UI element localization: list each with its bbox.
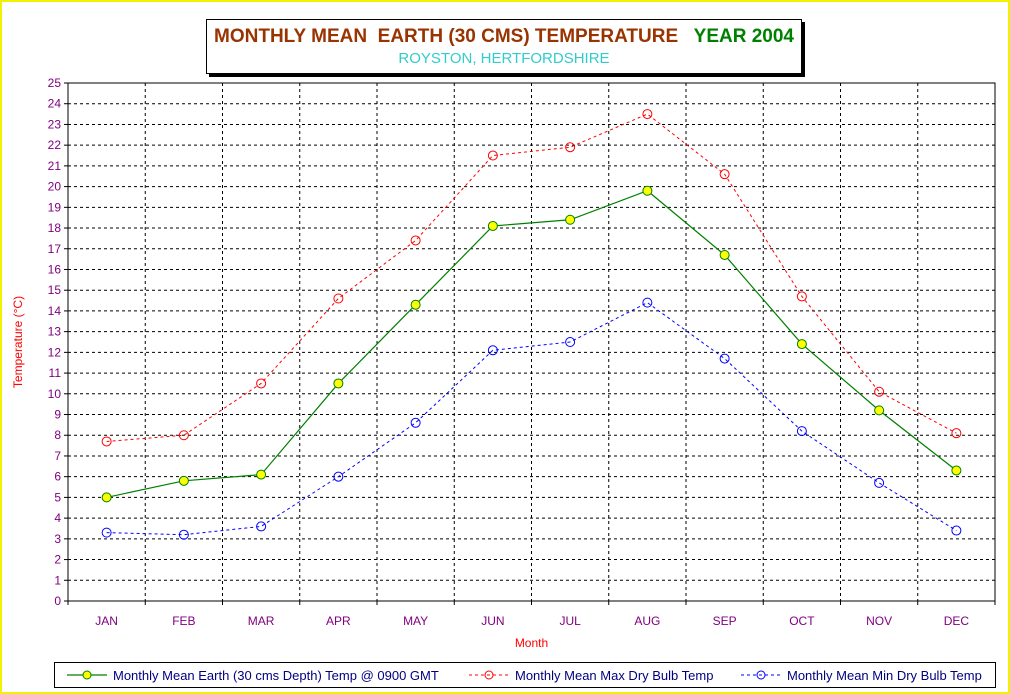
x-tick-label: FEB (172, 614, 195, 628)
y-tick-label: 14 (48, 304, 62, 318)
plot-border (67, 82, 996, 602)
y-tick-label: 1 (54, 573, 61, 587)
data-point-max (256, 378, 267, 389)
data-point-earth (256, 469, 267, 480)
chart-title-year: YEAR 2004 (693, 26, 794, 47)
y-tick-label: 25 (48, 76, 62, 90)
x-tick-label: OCT (789, 614, 815, 628)
data-point-min (565, 337, 576, 347)
y-tick-label: 17 (48, 242, 62, 256)
series-line-min (106, 302, 957, 536)
legend-label-max: Monthly Mean Max Dry Bulb Temp (515, 667, 714, 683)
legend-label-earth: Monthly Mean Earth (30 cms Depth) Temp @… (113, 667, 439, 683)
y-tick-label: 20 (48, 180, 62, 194)
data-point-earth (874, 405, 885, 416)
data-point-min (487, 345, 498, 356)
legend-item-max: Monthly Mean Max Dry Bulb Temp (467, 663, 713, 687)
data-point-max (101, 436, 112, 447)
y-tick-label: 19 (48, 200, 62, 214)
data-point-max (178, 430, 189, 441)
x-tick-label: MAR (248, 614, 275, 628)
data-point-earth (333, 378, 344, 389)
data-point-max (410, 235, 421, 246)
data-point-min (256, 521, 267, 532)
chart-title-box: MONTHLY MEAN EARTH (30 CMS) TEMPERATURE … (206, 19, 802, 74)
x-tick-label: DEC (944, 614, 970, 628)
data-point-max (796, 291, 807, 302)
data-point-max (333, 293, 344, 304)
y-axis-title: Temperature (°C) (11, 296, 25, 388)
data-point-earth (796, 339, 807, 350)
data-point-min (410, 417, 421, 428)
y-tick-label: 7 (54, 449, 61, 463)
data-point-min (101, 527, 112, 538)
y-tick-label: 21 (48, 159, 62, 173)
x-axis-title: Month (515, 636, 548, 650)
legend-label-min: Monthly Mean Min Dry Bulb Temp (787, 667, 982, 683)
x-tick-label: AUG (634, 614, 660, 628)
x-tick-label: NOV (866, 614, 892, 628)
y-tick-label: 22 (48, 138, 62, 152)
data-point-min (178, 529, 189, 540)
data-point-min (874, 477, 885, 488)
data-point-max (642, 109, 653, 120)
data-point-earth (178, 475, 189, 486)
data-point-earth (565, 214, 576, 225)
data-point-earth (719, 249, 730, 260)
y-tick-label: 3 (54, 532, 61, 546)
chart-title-line: MONTHLY MEAN EARTH (30 CMS) TEMPERATURE … (207, 26, 801, 48)
y-tick-label: 12 (48, 345, 62, 359)
data-point-max (874, 386, 885, 397)
y-tick-label: 23 (48, 117, 62, 131)
legend: Monthly Mean Earth (30 cms Depth) Temp @… (54, 662, 996, 688)
data-point-max (565, 142, 576, 153)
data-point-earth (642, 185, 653, 196)
y-tick-label: 0 (54, 594, 61, 608)
data-point-min (333, 471, 344, 482)
data-point-max (487, 150, 498, 161)
y-tick-label: 6 (54, 470, 61, 484)
legend-swatch-min (741, 670, 781, 680)
legend-swatch-earth (67, 670, 107, 680)
y-tick-label: 15 (48, 283, 62, 297)
data-point-max (951, 428, 962, 439)
data-point-min (951, 525, 962, 536)
data-point-min (719, 353, 730, 364)
x-tick-label: SEP (713, 614, 737, 628)
x-tick-label: APR (326, 614, 351, 628)
y-tick-label: 9 (54, 408, 61, 422)
legend-item-earth: Monthly Mean Earth (30 cms Depth) Temp @… (65, 663, 439, 687)
x-tick-label: JUN (481, 614, 504, 628)
y-tick-label: 10 (48, 387, 62, 401)
x-tick-label: MAY (403, 614, 428, 628)
series-line-earth (106, 190, 957, 498)
y-tick-label: 4 (54, 511, 61, 525)
data-point-min (642, 297, 653, 308)
data-point-earth (410, 299, 421, 310)
data-point-max (719, 169, 730, 180)
y-tick-label: 18 (48, 221, 62, 235)
y-tick-label: 16 (48, 262, 62, 276)
chart-subtitle: ROYSTON, HERTFORDSHIRE (398, 50, 610, 67)
y-tick-label: 2 (54, 553, 61, 567)
y-tick-label: 24 (48, 97, 62, 111)
y-tick-label: 5 (54, 490, 61, 504)
legend-swatch-max (469, 670, 509, 680)
y-tick-label: 13 (48, 325, 62, 339)
data-point-earth (487, 220, 498, 231)
x-tick-label: JAN (95, 614, 118, 628)
x-tick-label: JUL (559, 614, 581, 628)
y-tick-label: 8 (54, 428, 61, 442)
series-line-max (106, 113, 957, 442)
data-point-earth (951, 465, 962, 476)
chart-title: MONTHLY MEAN EARTH (30 CMS) TEMPERATURE (214, 26, 679, 47)
y-tick-label: 11 (49, 366, 62, 380)
legend-item-min: Monthly Mean Min Dry Bulb Temp (739, 663, 982, 687)
data-point-earth (101, 492, 112, 503)
data-point-min (796, 426, 807, 437)
